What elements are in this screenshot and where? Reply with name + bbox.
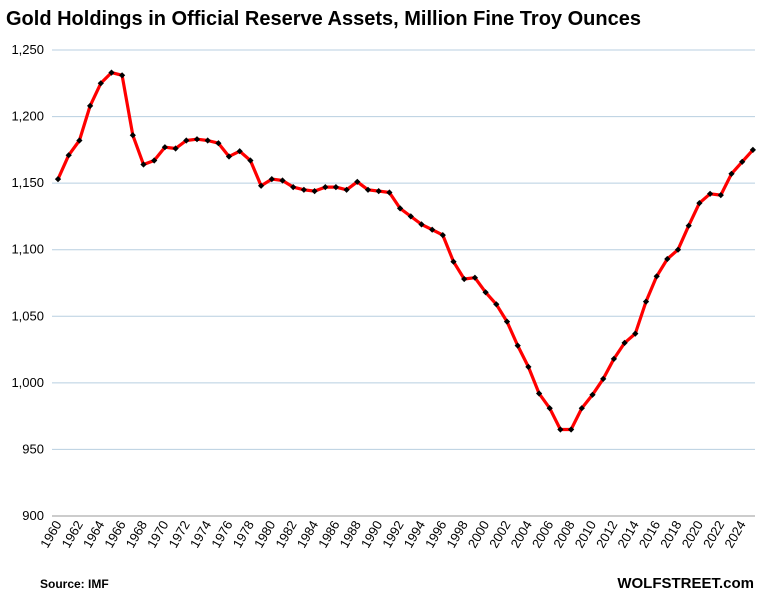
x-tick-label: 1962 — [59, 518, 86, 551]
x-tick-label: 1998 — [443, 518, 470, 551]
data-point — [97, 80, 104, 87]
data-point — [311, 187, 318, 195]
data-point — [375, 187, 382, 195]
x-tick-label: 1974 — [187, 518, 214, 551]
data-point — [140, 161, 147, 168]
y-tick-label: 1,050 — [11, 308, 44, 323]
x-tick-label: 1966 — [101, 518, 128, 551]
y-axis-ticks: 900 950 1,000 1,050 1,100 1,150 1,200 1,250 — [11, 42, 44, 523]
x-tick-label: 1976 — [208, 518, 235, 551]
x-tick-label: 2020 — [679, 518, 706, 551]
data-point — [290, 183, 297, 191]
y-tick-label: 1,250 — [11, 42, 44, 57]
data-point — [450, 258, 457, 265]
x-tick-label: 1972 — [165, 518, 192, 551]
x-tick-label: 1988 — [336, 518, 363, 551]
data-point — [471, 274, 479, 281]
data-point — [204, 137, 211, 144]
series-line — [56, 70, 755, 432]
data-point — [322, 183, 329, 191]
data-point — [493, 301, 500, 308]
x-tick-label: 1968 — [123, 518, 150, 551]
x-axis-ticks: 1960196219641966196819701972197419761978… — [37, 518, 749, 551]
grid-lines — [52, 49, 755, 517]
source-note: Source: IMF — [40, 577, 109, 591]
x-tick-label: 1990 — [358, 518, 385, 551]
x-tick-label: 2022 — [700, 518, 727, 551]
x-tick-label: 2018 — [657, 518, 684, 551]
y-tick-label: 900 — [22, 508, 44, 523]
data-point — [461, 275, 468, 283]
data-point — [525, 363, 532, 371]
x-tick-label: 1964 — [80, 518, 107, 551]
x-tick-label: 1980 — [251, 518, 278, 551]
data-point — [332, 183, 340, 191]
data-point — [108, 69, 115, 76]
x-tick-label: 2012 — [593, 518, 620, 551]
data-point — [589, 391, 596, 398]
data-point — [482, 289, 489, 296]
data-point — [503, 318, 511, 325]
x-tick-label: 2002 — [486, 518, 513, 551]
brand-label: WOLFSTREET.com — [617, 575, 754, 592]
data-point — [225, 153, 233, 160]
chart-title: Gold Holdings in Official Reserve Assets… — [6, 8, 641, 30]
data-point — [621, 339, 628, 347]
x-tick-label: 2008 — [550, 518, 577, 551]
data-point — [183, 137, 190, 144]
x-tick-label: 1984 — [294, 518, 321, 551]
data-point — [76, 137, 83, 144]
x-tick-label: 2004 — [508, 518, 535, 551]
data-point — [65, 152, 72, 159]
data-point — [193, 136, 201, 143]
x-tick-label: 1970 — [144, 518, 171, 551]
x-tick-label: 2016 — [636, 518, 663, 551]
data-point — [439, 231, 446, 239]
y-tick-label: 1,150 — [11, 175, 44, 190]
data-point — [610, 355, 618, 363]
data-point — [151, 157, 158, 164]
data-point — [161, 144, 169, 151]
data-point — [653, 273, 660, 280]
x-tick-label: 2014 — [614, 518, 641, 551]
data-point — [215, 140, 222, 147]
data-point — [118, 72, 126, 79]
y-tick-label: 950 — [22, 441, 44, 456]
y-tick-label: 1,200 — [11, 109, 44, 124]
x-tick-label: 2024 — [721, 518, 748, 551]
data-point — [600, 375, 607, 383]
x-tick-label: 1994 — [401, 518, 428, 551]
x-tick-label: 2006 — [529, 518, 556, 551]
x-tick-label: 1978 — [230, 518, 257, 551]
x-tick-label: 1996 — [422, 518, 449, 551]
x-tick-label: 1982 — [272, 518, 299, 551]
y-tick-label: 1,000 — [11, 375, 44, 390]
x-tick-label: 1992 — [379, 518, 406, 551]
x-tick-label: 2000 — [465, 518, 492, 551]
marker-layer — [54, 69, 757, 433]
data-point — [268, 175, 275, 183]
data-point — [129, 132, 136, 139]
x-tick-label: 2010 — [572, 518, 599, 551]
y-tick-label: 1,100 — [11, 242, 44, 257]
x-tick-label: 1986 — [315, 518, 342, 551]
data-point — [86, 102, 94, 110]
series-layer — [56, 70, 755, 432]
data-point — [247, 157, 254, 164]
data-point — [236, 148, 243, 155]
